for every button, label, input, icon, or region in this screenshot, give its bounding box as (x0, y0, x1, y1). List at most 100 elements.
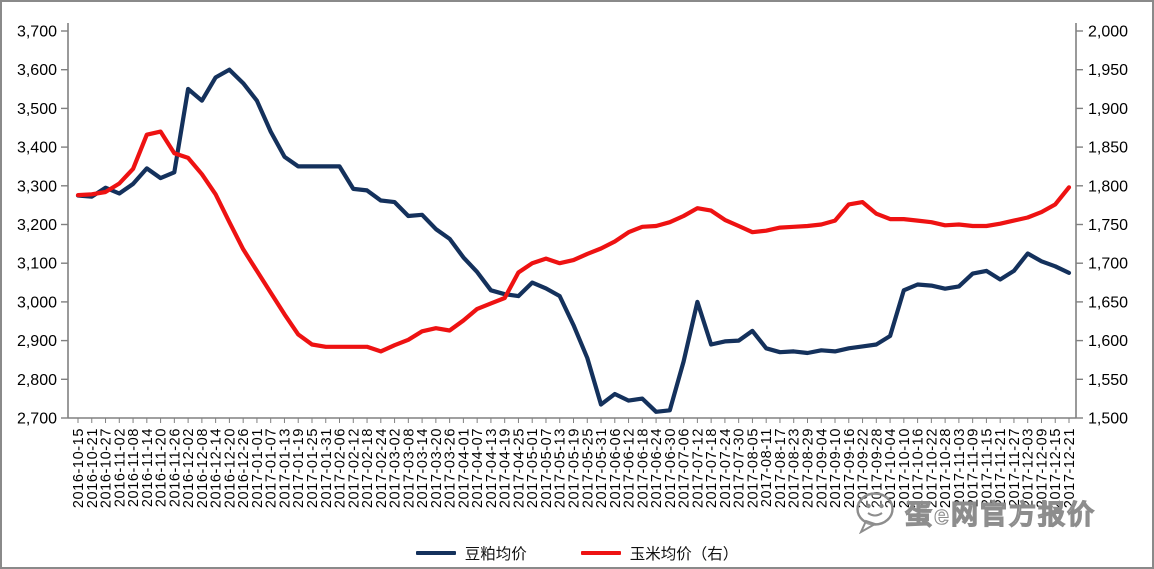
x-axis-label: 2016-11-20 (154, 428, 170, 507)
x-axis-label: 2017-04-19 (498, 428, 514, 508)
x-axis-label: 2017-03-20 (429, 428, 445, 508)
right-axis-tick-label: 1,650 (1088, 294, 1128, 311)
x-axis-label: 2017-05-19 (567, 428, 583, 508)
left-axis-tick-label: 3,300 (17, 178, 57, 195)
x-axis-label: 2017-11-15 (979, 428, 995, 507)
x-axis-label: 2016-10-27 (99, 428, 115, 508)
x-axis-label: 2017-12-15 (1048, 428, 1064, 508)
legend-label: 豆粕均价 (464, 546, 527, 563)
x-axis-label: 2017-10-10 (897, 428, 913, 508)
x-axis-label: 2017-11-09 (966, 428, 982, 507)
right-axis-tick-label: 1,750 (1088, 217, 1128, 234)
x-axis-label: 2017-10-22 (924, 428, 940, 508)
right-axis-tick-label: 2,000 (1088, 24, 1128, 41)
x-axis-label: 2017-02-18 (360, 428, 376, 508)
left-axis-tick-label: 3,000 (17, 294, 57, 311)
right-axis-tick-label: 1,950 (1088, 62, 1128, 79)
x-axis-label: 2016-12-02 (181, 428, 197, 508)
x-axis-label: 2017-02-12 (346, 428, 362, 508)
left-axis-tick-label: 2,800 (17, 372, 57, 389)
x-axis-label: 2016-12-14 (209, 428, 225, 508)
x-axis-label: 2017-10-04 (883, 428, 899, 508)
x-axis-label: 2017-08-23 (787, 428, 803, 508)
x-axis-label: 2016-12-08 (195, 428, 211, 508)
left-axis-tick-label: 2,900 (17, 333, 57, 350)
x-axis-label: 2017-02-06 (333, 428, 349, 508)
x-axis-label: 2017-05-31 (594, 428, 610, 508)
x-axis-label: 2017-06-30 (663, 428, 679, 508)
x-axis-label: 2017-05-07 (539, 428, 555, 508)
left-axis-tick-label: 3,600 (17, 62, 57, 79)
x-axis-label: 2017-04-25 (511, 428, 527, 508)
x-axis-label: 2017-07-30 (732, 428, 748, 508)
x-axis-label: 2017-09-16 (842, 428, 858, 508)
x-axis-label: 2017-10-28 (938, 428, 954, 508)
x-axis-label: 2017-01-25 (305, 428, 321, 508)
legend-swatch (415, 550, 456, 556)
right-axis-tick-label: 1,500 (1088, 411, 1128, 428)
x-axis-label: 2016-11-26 (167, 428, 183, 507)
x-axis-label: 2017-09-28 (869, 428, 885, 508)
x-axis-label: 2017-11-21 (993, 428, 1009, 507)
x-axis-label: 2017-12-03 (1021, 428, 1037, 508)
x-axis-label: 2017-06-12 (622, 428, 638, 508)
x-axis-label: 2016-12-20 (222, 428, 238, 508)
x-axis-label: 2017-09-10 (828, 428, 844, 508)
right-axis-tick-label: 1,900 (1088, 101, 1128, 118)
left-axis-tick-label: 3,500 (17, 101, 57, 118)
x-axis-label: 2017-07-06 (677, 428, 693, 508)
x-axis-label: 2017-06-18 (635, 428, 651, 508)
x-axis-label: 2017-07-12 (690, 428, 706, 508)
x-axis-label: 2017-01-01 (250, 428, 266, 508)
x-axis-label: 2017-12-21 (1062, 428, 1078, 508)
x-axis-label: 2017-12-09 (1034, 428, 1050, 508)
x-axis-label: 2016-11-14 (140, 428, 156, 507)
left-axis-tick-label: 3,200 (17, 217, 57, 234)
right-axis-tick-label: 1,600 (1088, 333, 1128, 350)
legend-label: 玉米均价（右） (629, 546, 739, 563)
x-axis-label: 2016-10-21 (85, 428, 101, 508)
x-axis-label: 2017-04-07 (470, 428, 486, 508)
x-axis-label: 2017-08-11 (759, 428, 775, 507)
left-axis-tick-label: 3,400 (17, 140, 57, 157)
chart-legend: 豆粕均价 玉米均价（右） (2, 542, 1152, 564)
x-axis-label: 2016-12-26 (236, 428, 252, 508)
x-axis-label: 2017-07-24 (718, 428, 734, 508)
x-axis-label: 2017-05-13 (553, 428, 569, 508)
x-axis-label: 2017-03-08 (401, 428, 417, 508)
x-axis-label: 2017-08-05 (745, 428, 761, 508)
x-axis-label: 2017-02-24 (374, 428, 390, 508)
left-axis-tick-label: 3,700 (17, 24, 57, 41)
x-axis-label: 2017-08-17 (773, 428, 789, 508)
right-axis-tick-label: 1,800 (1088, 178, 1128, 195)
x-axis-label: 2017-06-06 (608, 428, 624, 508)
x-axis-label: 2017-11-03 (952, 428, 968, 507)
x-axis-label: 2017-05-01 (525, 428, 541, 508)
soybean-meal-line (75, 67, 1072, 414)
x-axis-label: 2017-09-04 (814, 428, 830, 508)
right-axis-tick-label: 1,700 (1088, 256, 1128, 273)
legend-item: 豆粕均价 (415, 542, 527, 564)
x-axis-label: 2017-01-07 (264, 428, 280, 508)
x-axis-label: 2016-10-15 (71, 428, 87, 508)
x-axis-label: 2017-03-02 (388, 428, 404, 508)
x-axis-label: 2017-09-22 (856, 428, 872, 508)
x-axis-label: 2017-11-27 (1007, 428, 1023, 507)
x-axis-label: 2017-01-13 (277, 428, 293, 508)
legend-swatch (580, 550, 621, 556)
x-axis-label: 2017-03-14 (415, 428, 431, 508)
x-axis-label: 2017-01-31 (319, 428, 335, 508)
x-axis-label: 2016-11-08 (126, 428, 142, 507)
x-axis-label: 2017-03-26 (443, 428, 459, 508)
x-axis-label: 2017-06-24 (649, 428, 665, 508)
right-axis-tick-label: 1,550 (1088, 372, 1128, 389)
left-axis-tick-label: 3,100 (17, 256, 57, 273)
left-axis-tick-label: 2,700 (17, 411, 57, 428)
x-axis-label: 2016-11-02 (112, 428, 128, 507)
x-axis-label: 2017-04-01 (456, 428, 472, 508)
corn-line (75, 129, 1072, 354)
x-axis-label: 2017-04-13 (484, 428, 500, 508)
x-axis-label: 2017-01-19 (291, 428, 307, 508)
